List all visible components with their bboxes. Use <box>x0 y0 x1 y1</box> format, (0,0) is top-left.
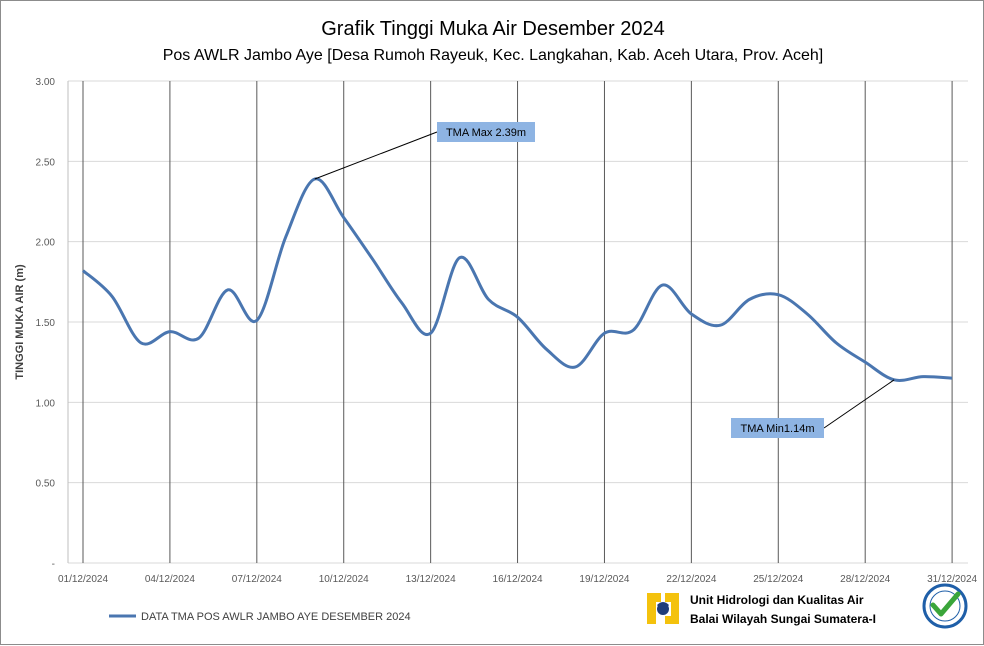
callout-leader <box>315 132 437 179</box>
callout-leader <box>824 380 894 428</box>
chart-title: Grafik Tinggi Muka Air Desember 2024 <box>321 18 665 40</box>
y-tick-label: 2.00 <box>36 238 56 249</box>
x-tick-label: 19/12/2024 <box>579 574 629 585</box>
legend: DATA TMA POS AWLR JAMBO AYE DESEMBER 202… <box>109 611 411 623</box>
y-tick-label: 3.00 <box>36 77 56 88</box>
x-tick-label: 10/12/2024 <box>319 574 369 585</box>
x-tick-label: 25/12/2024 <box>753 574 803 585</box>
y-tick-label: - <box>52 559 55 570</box>
x-tick-label: 31/12/2024 <box>927 574 977 585</box>
org-name-line1: Unit Hidrologi dan Kualitas Air <box>690 593 864 607</box>
pu-logo-icon <box>644 591 682 627</box>
x-axis-ticks: 01/12/2024 04/12/2024 07/12/2024 10/12/2024… <box>58 574 978 585</box>
x-tick-label: 28/12/2024 <box>840 574 890 585</box>
chart-subtitle: Pos AWLR Jambo Aye [Desa Rumoh Rayeuk, K… <box>163 47 824 64</box>
x-tick-label: 01/12/2024 <box>58 574 108 585</box>
x-tick-label: 04/12/2024 <box>145 574 195 585</box>
y-tick-label: 1.50 <box>36 318 56 329</box>
org-name-line2: Balai Wilayah Sungai Sumatera-I <box>690 612 876 626</box>
legend-label: DATA TMA POS AWLR JAMBO AYE DESEMBER 202… <box>141 611 411 623</box>
y-axis-ticks: 3.00 2.50 2.00 1.50 1.00 0.50 - <box>36 77 56 570</box>
y-tick-label: 0.50 <box>36 479 56 490</box>
grid <box>68 81 968 563</box>
callout-label: TMA Min1.14m <box>741 423 815 435</box>
y-axis-label: TINGGI MUKA AIR (m) <box>14 264 26 380</box>
y-tick-label: 2.50 <box>36 157 56 168</box>
x-tick-label: 07/12/2024 <box>232 574 282 585</box>
x-tick-label: 13/12/2024 <box>406 574 456 585</box>
x-tick-label: 22/12/2024 <box>666 574 716 585</box>
callout-label: TMA Max 2.39m <box>446 127 526 139</box>
iso-certified-icon <box>924 585 966 627</box>
x-tick-label: 16/12/2024 <box>493 574 543 585</box>
y-tick-label: 1.00 <box>36 398 56 409</box>
